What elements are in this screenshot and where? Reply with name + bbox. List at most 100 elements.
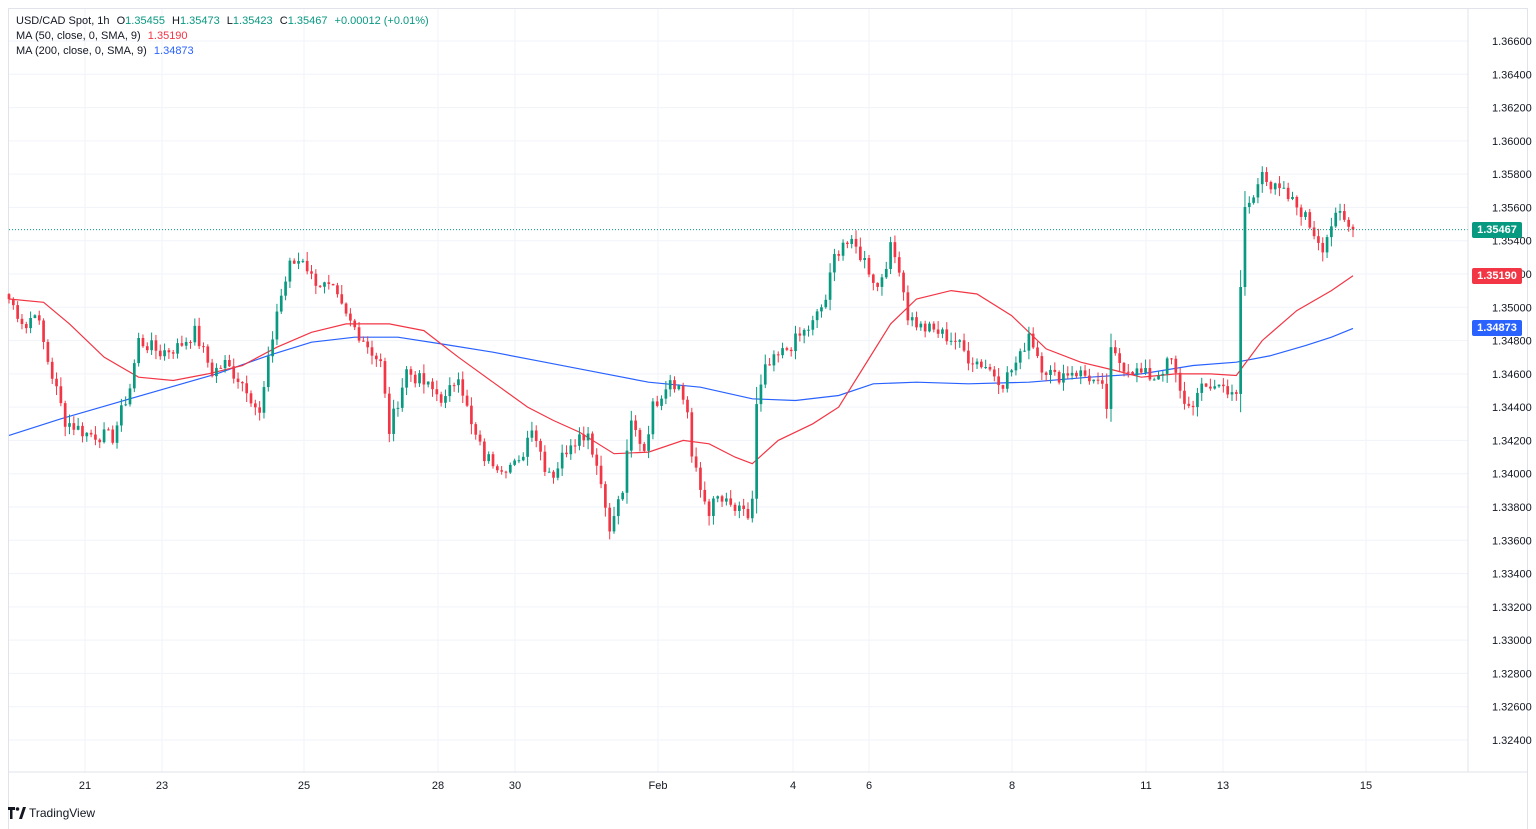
x-tick-label: 11 xyxy=(1140,780,1151,792)
candle-down xyxy=(1096,379,1100,381)
candle-up xyxy=(984,367,988,369)
candle-up xyxy=(1291,196,1294,200)
candle-up xyxy=(1282,187,1286,189)
candle-down xyxy=(932,323,936,330)
candle-down xyxy=(206,346,210,363)
candle-down xyxy=(707,501,711,517)
candle-down xyxy=(318,285,322,287)
candle-down xyxy=(655,401,659,406)
candle-up xyxy=(284,281,287,296)
legend-ma200-row[interactable]: MA (200, close, 0, SMA, 9) 1.34873 xyxy=(16,44,433,59)
candle-down xyxy=(474,424,478,435)
candle-down xyxy=(798,333,802,336)
candle-down xyxy=(1001,385,1005,389)
candle-down xyxy=(1122,362,1126,372)
candle-up xyxy=(193,325,197,343)
candle-up xyxy=(1079,370,1083,377)
price-axis[interactable]: 1.36600 1.36400 1.36200 1.36000 1.35800 1.356… xyxy=(1467,9,1532,772)
brand-label: TradingView xyxy=(29,806,96,820)
candle-down xyxy=(1040,356,1044,373)
candle-down xyxy=(1321,242,1325,253)
candle-down xyxy=(690,412,694,457)
ma200-label: MA (200, close, 0, SMA, 9) xyxy=(16,45,147,57)
candle-up xyxy=(668,380,672,390)
y-tick-label: 1.34800 xyxy=(1492,336,1532,348)
candle-down xyxy=(46,342,50,362)
ma50-label: MA (50, close, 0, SMA, 9) xyxy=(16,30,141,42)
x-tick-label: Feb xyxy=(649,780,668,792)
candle-down xyxy=(608,507,612,532)
candle-down xyxy=(258,407,261,413)
candle-down xyxy=(729,498,733,505)
candle-down xyxy=(1183,390,1186,404)
candle-up xyxy=(625,450,629,493)
candle-up xyxy=(323,282,326,287)
candle-down xyxy=(923,323,927,332)
candle-down xyxy=(500,470,503,472)
candle-up xyxy=(811,320,815,330)
y-tick-label: 1.35000 xyxy=(1492,302,1532,314)
candle-up xyxy=(215,367,218,377)
candle-up xyxy=(612,516,616,532)
candle-down xyxy=(673,380,676,390)
candle-down xyxy=(439,394,443,403)
candle-up xyxy=(1252,197,1255,203)
candle-up xyxy=(279,295,283,312)
candle-up xyxy=(863,258,867,261)
time-axis[interactable]: 21 23 25 28 30 Feb 4 6 8 11 13 15 xyxy=(9,771,1528,792)
candle-down xyxy=(1204,383,1208,387)
candle-down xyxy=(107,429,110,431)
candle-down xyxy=(1131,371,1134,376)
candle-down xyxy=(543,451,547,472)
candle-up xyxy=(1157,375,1160,380)
candle-up xyxy=(1325,237,1329,253)
candle-up xyxy=(400,387,404,408)
candle-down xyxy=(305,260,309,272)
candle-up xyxy=(1260,172,1264,185)
candle-down xyxy=(1209,386,1212,389)
candle-up xyxy=(1247,202,1251,208)
candle-up xyxy=(802,329,806,336)
candle-up xyxy=(578,434,581,446)
candle-down xyxy=(539,440,542,452)
candle-up xyxy=(150,340,153,351)
candle-down xyxy=(742,505,746,509)
candle-up xyxy=(763,364,767,385)
candle-up xyxy=(1165,358,1169,374)
candle-up xyxy=(266,356,270,388)
candle-up xyxy=(750,498,754,519)
symbol-label[interactable]: USD/CAD Spot, 1h xyxy=(16,15,110,27)
candle-down xyxy=(387,393,391,434)
candle-down xyxy=(357,327,361,341)
candle-down xyxy=(465,395,469,406)
candle-up xyxy=(1273,183,1277,190)
candle-down xyxy=(846,242,849,244)
candle-down xyxy=(1083,370,1087,376)
candle-up xyxy=(712,498,715,517)
candle-up xyxy=(1018,351,1022,363)
y-tick-label: 1.35800 xyxy=(1492,169,1532,181)
candle-up xyxy=(1144,368,1147,373)
candle-down xyxy=(236,378,240,382)
candle-down xyxy=(988,367,992,370)
x-tick-label: 13 xyxy=(1217,780,1229,792)
y-tick-label: 1.33000 xyxy=(1492,635,1532,647)
candle-up xyxy=(1338,211,1342,213)
candle-down xyxy=(768,364,771,366)
tradingview-brand[interactable]: TradingView xyxy=(8,804,95,822)
candle-down xyxy=(599,465,603,485)
candle-down xyxy=(694,456,698,468)
candle-down xyxy=(452,385,456,387)
candle-down xyxy=(340,294,344,304)
candle-down xyxy=(154,340,158,351)
candle-down xyxy=(145,346,149,351)
legend-ma50-row[interactable]: MA (50, close, 0, SMA, 9) 1.35190 xyxy=(16,29,433,44)
candle-up xyxy=(949,340,953,342)
tradingview-logo-icon xyxy=(8,807,26,819)
candle-up xyxy=(1330,226,1333,238)
candle-up xyxy=(124,404,128,406)
candle-down xyxy=(81,425,84,437)
candle-up xyxy=(677,385,681,390)
candle-down xyxy=(141,337,145,347)
